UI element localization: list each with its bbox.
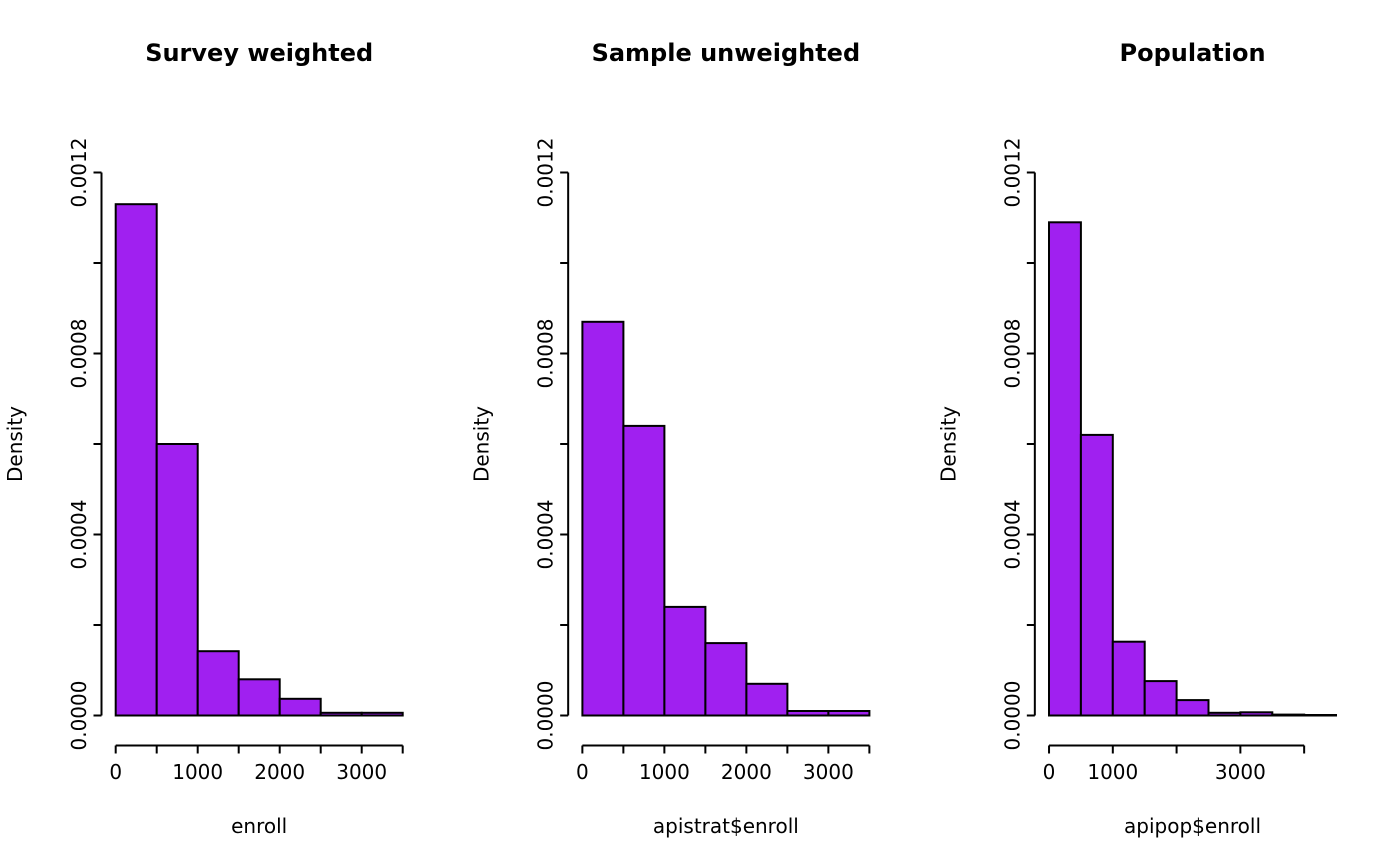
x-tick-label: 1000 — [1087, 760, 1138, 784]
panel-sample-unweighted: 0.0000 0.0004 0.0008 0.0012 0 1000 2000 3000 Sam… — [470, 39, 871, 838]
histogram-bar — [1271, 713, 1306, 717]
histogram-bar — [663, 605, 707, 717]
x-tick-label: 0 — [109, 760, 122, 784]
histogram-bar — [360, 711, 404, 717]
y-tick-label: 0.0000 — [1000, 681, 1024, 751]
y-axis-label: Density — [936, 406, 960, 482]
histogram-bar — [1143, 680, 1178, 717]
y-tick-label: 0.0008 — [67, 319, 91, 389]
x-tick-label: 0 — [576, 760, 589, 784]
x-tick-label: 1000 — [172, 760, 223, 784]
y-tick-label: 0.0004 — [1000, 500, 1024, 570]
histogram-bar — [622, 424, 666, 717]
histogram-bar — [114, 203, 158, 717]
y-axis-label: Density — [3, 406, 27, 482]
histogram-bar — [1079, 433, 1114, 717]
x-axis-label: apistrat$enroll — [653, 814, 799, 838]
y-tick-label: 0.0000 — [67, 681, 91, 751]
y-tick-label: 0.0012 — [1000, 138, 1024, 208]
histogram-bar — [155, 443, 199, 717]
histogram-bar — [237, 678, 281, 717]
x-tick-label: 2000 — [254, 760, 305, 784]
histogram-bar — [704, 642, 748, 717]
y-tick-label: 0.0004 — [67, 500, 91, 570]
y-tick-label: 0.0012 — [67, 138, 91, 208]
histogram-bar — [745, 682, 789, 717]
y-tick-label: 0.0008 — [534, 319, 558, 389]
histogram-bar — [1175, 699, 1210, 717]
histogram-bar — [196, 650, 240, 717]
histogram-bar — [1303, 714, 1337, 717]
histogram-bar — [1207, 711, 1242, 717]
histogram-bar — [786, 710, 830, 717]
y-tick-label: 0.0004 — [534, 500, 558, 570]
panel-title: Sample unweighted — [592, 39, 861, 67]
panel-title: Population — [1120, 39, 1266, 67]
y-tick-label: 0.0008 — [1000, 319, 1024, 389]
histogram-bar — [1111, 640, 1146, 717]
histogram-bar — [1239, 711, 1274, 717]
x-tick-label: 2000 — [721, 760, 772, 784]
x-tick-label: 3000 — [1215, 760, 1266, 784]
x-tick-label: 1000 — [639, 760, 690, 784]
histogram-bar — [1048, 221, 1082, 717]
histogram-bar — [827, 710, 871, 717]
x-tick-label: 0 — [1043, 760, 1056, 784]
panel-population: 0.0000 0.0004 0.0008 0.0012 0 1000 3000 Populat… — [936, 39, 1337, 838]
histogram-bar — [581, 320, 625, 717]
y-tick-label: 0.0012 — [534, 138, 558, 208]
x-axis-label: apipop$enroll — [1124, 814, 1261, 838]
x-axis-label: enroll — [231, 814, 287, 838]
x-tick-label: 3000 — [803, 760, 854, 784]
histogram-bar — [278, 697, 322, 717]
y-tick-label: 0.0000 — [534, 681, 558, 751]
x-tick-label: 3000 — [336, 760, 387, 784]
panel-title: Survey weighted — [145, 39, 373, 67]
y-axis-label: Density — [470, 406, 494, 482]
histogram-bar — [319, 711, 363, 717]
panel-survey-weighted: 0.0000 0.0004 0.0008 0.0012 0 1000 2000 3000 Sur… — [3, 39, 404, 838]
